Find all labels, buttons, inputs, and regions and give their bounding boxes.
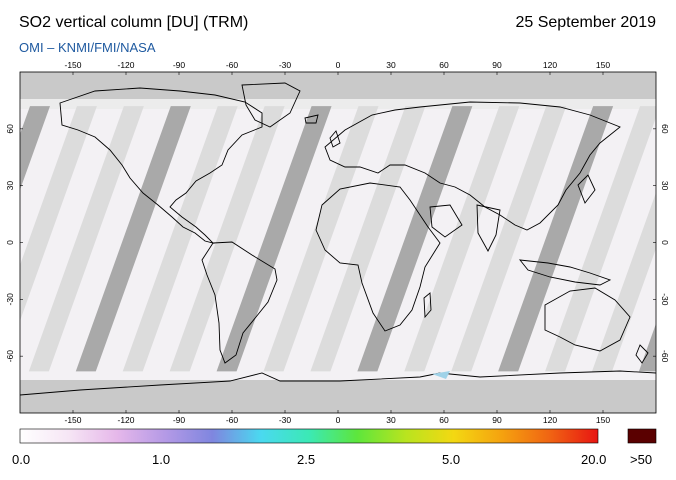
axis-ticks: -150 -150 -120 -120 -90 -90 -60 -60 -30 -30 0 0 30 30… (5, 60, 670, 425)
colorbar: 0.0 1.0 2.5 5.0 20.0 >50 (12, 428, 657, 467)
lon-tick-label-top: 150 (596, 60, 610, 70)
colorbar-label-3: 5.0 (442, 452, 460, 467)
swath-band (592, 192, 656, 372)
madagascar-outline (423, 292, 432, 319)
swath-band (638, 323, 656, 372)
colorbar-label-1: 1.0 (152, 452, 170, 467)
colorbar-gradient (19, 428, 599, 444)
lon-tick-label-bottom: -150 (64, 415, 81, 425)
lon-tick-label-top: -60 (226, 60, 239, 70)
swath-band (20, 106, 97, 321)
swath-band (310, 106, 426, 372)
japan-outline (577, 174, 596, 204)
swath-band (216, 106, 332, 372)
lon-tick-label-top: -120 (117, 60, 134, 70)
lat-tick-label-left: 0 (5, 240, 15, 245)
colorbar-overflow-swatch (627, 428, 657, 444)
colorbar-overflow-label: >50 (630, 452, 652, 467)
lat-tick-label-right: 30 (660, 181, 670, 191)
swath-band (0, 106, 3, 371)
southeast-asia-outline (518, 259, 612, 286)
swath-band (357, 106, 473, 372)
africa-outline (315, 182, 441, 332)
so2-world-map: -150 -150 -120 -120 -90 -90 -60 -60 -30 -30 0 0 30 30… (0, 60, 670, 425)
lat-tick-label-right: -30 (660, 293, 670, 306)
colorbar-label-4: 20.0 (581, 452, 606, 467)
lat-tick-label-left: -60 (5, 350, 15, 363)
lon-tick-label-bottom: -90 (173, 415, 186, 425)
colorbar-label-2: 2.5 (297, 452, 315, 467)
lon-tick-label-bottom: -120 (117, 415, 134, 425)
lat-tick-label-right: -60 (660, 350, 670, 363)
swath-band (169, 106, 285, 372)
lon-tick-label-top: 90 (492, 60, 502, 70)
lon-tick-label-top: 120 (543, 60, 557, 70)
antarctica-outline (20, 370, 656, 396)
colorbar-label-0: 0.0 (12, 452, 30, 467)
lon-tick-label-bottom: 120 (543, 415, 557, 425)
lon-tick-label-bottom: -30 (279, 415, 292, 425)
swath-band (28, 106, 144, 372)
lon-tick-label-bottom: 60 (439, 415, 449, 425)
lon-tick-label-top: 30 (386, 60, 396, 70)
swath-band (122, 106, 238, 372)
north-america-outline (59, 87, 263, 244)
lon-tick-label-bottom: -60 (226, 415, 239, 425)
lon-tick-label-top: 60 (439, 60, 449, 70)
swath-band (498, 106, 614, 372)
swath-band (404, 106, 520, 372)
arabia-india-outline (429, 204, 501, 252)
map-title: SO2 vertical column [DU] (TRM) (19, 14, 249, 31)
south-no-data-region (20, 380, 656, 413)
lon-tick-label-bottom: 30 (386, 415, 396, 425)
lon-tick-label-top: -150 (64, 60, 81, 70)
swath-band (20, 106, 50, 190)
map-date: 25 September 2019 (515, 14, 656, 31)
swath-band (545, 106, 656, 372)
lon-tick-label-bottom: 0 (336, 415, 341, 425)
coastlines (20, 82, 656, 396)
swath-band (451, 106, 567, 372)
lat-tick-label-left: 30 (5, 181, 15, 191)
data-credit: OMI – KNMI/FMI/NASA (19, 40, 156, 55)
arctic-data-band (20, 99, 656, 109)
south-america-outline (201, 241, 278, 364)
lat-tick-label-right: 0 (660, 240, 670, 245)
eurasia-outline (324, 101, 621, 231)
lon-tick-label-top: 0 (336, 60, 341, 70)
swath-band (263, 106, 379, 372)
lon-tick-label-top: -30 (279, 60, 292, 70)
swath-band (75, 106, 191, 372)
lat-tick-label-left: 60 (5, 124, 15, 134)
satellite-swaths (0, 106, 656, 372)
australia-outline (544, 287, 631, 352)
greenland-outline (241, 82, 301, 128)
british-isles-outline (304, 114, 341, 148)
lon-tick-label-top: -90 (173, 60, 186, 70)
lon-tick-label-bottom: 150 (596, 415, 610, 425)
new-zealand-outline (635, 344, 649, 364)
lat-tick-label-right: 60 (660, 124, 670, 134)
lat-tick-label-left: -30 (5, 293, 15, 306)
antarctic-feature (432, 371, 450, 379)
lon-tick-label-bottom: 90 (492, 415, 502, 425)
